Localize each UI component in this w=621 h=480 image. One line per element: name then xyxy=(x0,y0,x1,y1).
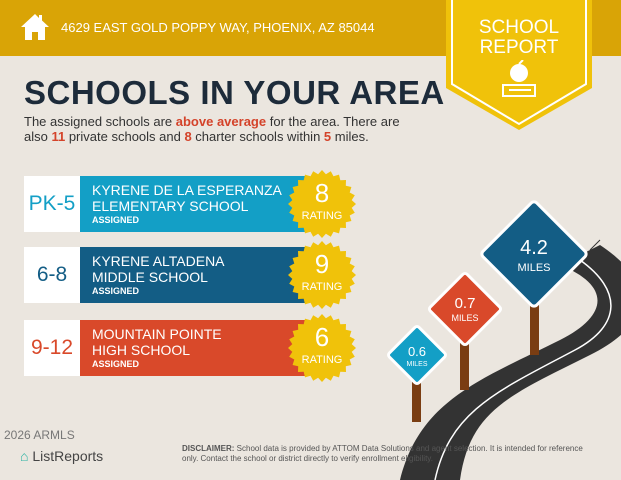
school-name: MOUNTAIN POINTE xyxy=(92,326,222,342)
rating-value: 9 xyxy=(314,249,330,279)
school-row: 6-8 KYRENE ALTADENA MIDDLE SCHOOL ASSIGNED… xyxy=(24,241,364,309)
distance-sign: 4.2 MILES xyxy=(480,200,588,355)
school-name-line2: MIDDLE SCHOOL xyxy=(92,269,208,285)
rating-label: RATING xyxy=(301,281,343,293)
apple-books-icon xyxy=(502,60,536,97)
school-row: 9-12 MOUNTAIN POINTE HIGH SCHOOL ASSIGNED … xyxy=(24,314,364,382)
disclaimer: DISCLAIMER: School data is provided by A… xyxy=(182,444,583,463)
rating-value: 8 xyxy=(314,178,330,208)
logo-text: ListReports xyxy=(32,448,104,464)
rating-label: RATING xyxy=(301,354,343,366)
grade-range: 6-8 xyxy=(24,247,80,303)
sign-unit: MILES xyxy=(517,262,550,274)
distance-sign: 0.7 MILES xyxy=(427,271,503,390)
school-name: KYRENE ALTADENA xyxy=(92,253,225,269)
distance-sign: 0.6 MILES xyxy=(387,325,447,422)
rating-label: RATING xyxy=(301,210,343,222)
school-info: KYRENE ALTADENA MIDDLE SCHOOL ASSIGNED xyxy=(80,247,310,303)
road xyxy=(400,245,621,480)
school-row: PK-5 KYRENE DE LA ESPERANZA ELEMENTARY SC… xyxy=(24,170,364,238)
sign-unit: MILES xyxy=(451,313,478,323)
school-status: ASSIGNED xyxy=(92,286,140,296)
badge-line1: SCHOOL xyxy=(478,17,560,38)
listreports-logo: ⌂ ListReports xyxy=(20,448,103,465)
school-name-line2: ELEMENTARY SCHOOL xyxy=(92,198,249,214)
school-info: MOUNTAIN POINTE HIGH SCHOOL ASSIGNED xyxy=(80,320,310,376)
sign-distance: 0.6 xyxy=(408,344,426,359)
home-icon xyxy=(21,14,49,40)
sign-unit: MILES xyxy=(406,361,427,368)
logo-house-icon: ⌂ xyxy=(20,448,29,464)
sign-distance: 4.2 xyxy=(520,237,548,259)
property-address: 4629 EAST GOLD POPPY WAY, PHOENIX, AZ 85… xyxy=(61,20,375,35)
road-illustration: 4.2 MILES 0.7 MILES 0.6 MILES xyxy=(387,200,621,480)
intro-text: The assigned schools are above average f… xyxy=(24,114,400,144)
seal-starburst xyxy=(288,241,356,309)
grade-range: PK-5 xyxy=(24,176,80,232)
sign-distance: 0.7 xyxy=(455,295,476,312)
rating-seal: 8 RATING xyxy=(288,170,356,238)
rating-value: 6 xyxy=(314,322,330,352)
school-name-line2: HIGH SCHOOL xyxy=(92,342,191,358)
school-status: ASSIGNED xyxy=(92,215,140,225)
seal-starburst xyxy=(288,170,356,238)
badge-line2: REPORT xyxy=(479,37,559,58)
watermark: 2026 ARMLS xyxy=(4,428,75,442)
school-status: ASSIGNED xyxy=(92,359,140,369)
school-report-badge: SCHOOL REPORT xyxy=(444,0,594,132)
seal-starburst xyxy=(288,314,356,382)
rating-seal: 9 RATING xyxy=(288,241,356,309)
rating-seal: 6 RATING xyxy=(288,314,356,382)
grade-range: 9-12 xyxy=(24,320,80,376)
school-info: KYRENE DE LA ESPERANZA ELEMENTARY SCHOOL A… xyxy=(80,176,310,232)
school-name: KYRENE DE LA ESPERANZA xyxy=(92,182,282,198)
page-title: SCHOOLS IN YOUR AREA xyxy=(24,74,445,111)
